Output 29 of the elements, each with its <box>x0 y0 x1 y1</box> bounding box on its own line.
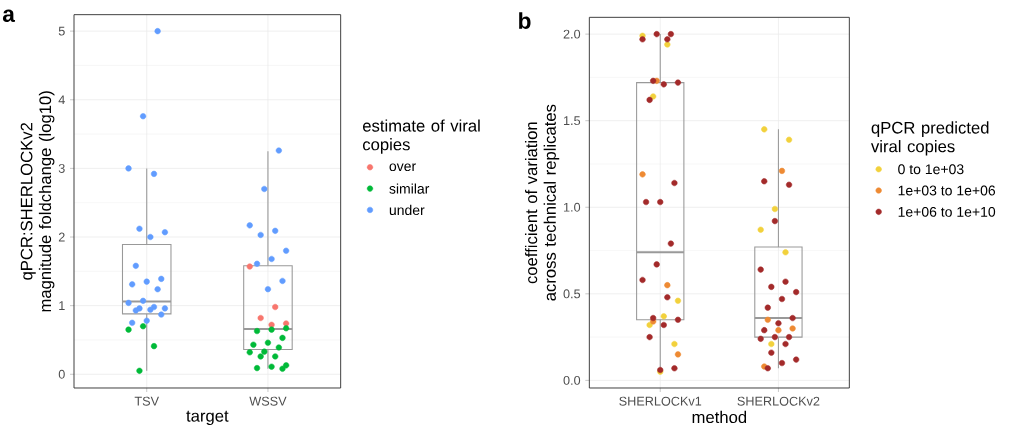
y-tick-label: 0 <box>58 369 65 379</box>
x-axis-title: method <box>692 410 747 424</box>
y-tick-label: 0.5 <box>563 289 581 299</box>
y-tick-label: 4 <box>58 95 65 105</box>
y-tick-label: 2.0 <box>563 29 581 39</box>
y-tick-label: 3 <box>58 163 65 173</box>
chart-title: a <box>2 9 16 23</box>
x-tick-label: SHERLOCKv2 <box>737 396 820 406</box>
legend-title: estimate of viral copies <box>362 119 480 154</box>
y-tick-label: 1.5 <box>563 116 581 126</box>
y-tick-label: 5 <box>58 26 65 36</box>
y-tick-label: 2 <box>58 232 65 242</box>
chart-title: b <box>519 12 531 29</box>
y-tick-label: 1.0 <box>563 202 581 212</box>
x-tick-label: TSV <box>134 396 160 406</box>
x-axis-title: target <box>186 410 229 426</box>
legend-label: 0 to 1e+03 <box>898 164 964 175</box>
x-tick-label: SHERLOCKv1 <box>619 396 702 406</box>
legend-label: similar <box>389 183 430 194</box>
y-axis-title: coefficient of variation across technical replicates <box>524 104 560 301</box>
x-tick-label: WSSV <box>249 396 287 406</box>
y-tick-label: 1 <box>59 301 65 310</box>
legend-title: qPCR predicted viral copies <box>871 121 989 156</box>
legend-label: over <box>389 163 416 172</box>
legend-label: under <box>389 204 425 216</box>
legend-label: 1e+03 to 1e+06 <box>898 185 996 196</box>
legend-label: 1e+06 to 1e+10 <box>898 206 996 217</box>
y-tick-label: 0.0 <box>563 375 581 385</box>
y-axis-title: qPCR:SHERLOCKv2 magnitude foldchange (log10) <box>20 91 55 312</box>
